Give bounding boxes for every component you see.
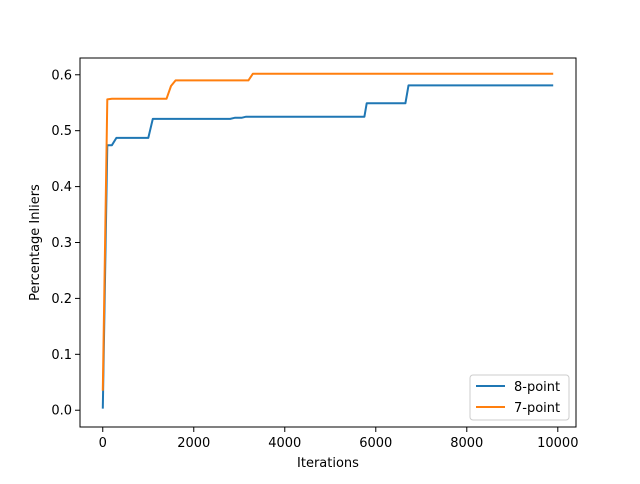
x-tick-label: 10000: [537, 436, 578, 451]
legend: 8-point 7-point: [469, 374, 570, 421]
x-tick-label: 0: [99, 436, 107, 451]
y-tick-label: 0.5: [51, 124, 72, 139]
y-tick-label: 0.0: [51, 404, 72, 419]
x-tick-label: 4000: [268, 436, 301, 451]
legend-label-8-point: 8-point: [514, 380, 560, 395]
x-tick-label: 8000: [450, 436, 483, 451]
y-tick-label: 0.1: [51, 348, 72, 363]
series-layer: [101, 72, 554, 409]
series-line-7-point: [101, 72, 554, 391]
y-tick-label: 0.6: [51, 68, 72, 83]
y-axis-label: Percentage Inliers: [28, 184, 43, 301]
legend-label-7-point: 7-point: [514, 401, 560, 416]
y-tick-label: 0.2: [51, 292, 72, 307]
x-tick-label: 6000: [359, 436, 392, 451]
x-axis-label: Iterations: [297, 456, 359, 471]
y-tick-label: 0.3: [51, 236, 72, 251]
y-tick-label: 0.4: [51, 180, 72, 195]
series-line-8-point: [101, 84, 554, 409]
y-axis: 0.0 0.1 0.2 0.3 0.4 0.5 0.6: [51, 68, 80, 419]
x-tick-label: 2000: [177, 436, 210, 451]
x-axis: 0 2000 4000 6000 8000 10000: [99, 427, 578, 451]
